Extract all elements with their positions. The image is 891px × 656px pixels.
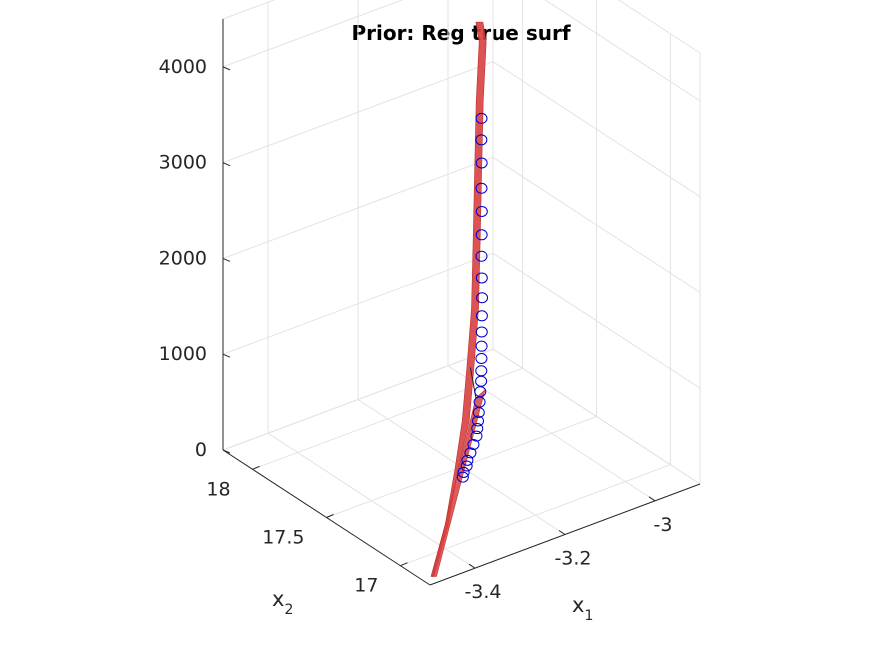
x2-tick-label: 18 — [206, 478, 230, 500]
z-tick-mark — [222, 162, 231, 167]
x2-tick-label: 17.5 — [262, 527, 304, 549]
data-point — [475, 310, 488, 322]
z-tick-mark — [222, 257, 231, 262]
marker-series — [456, 112, 489, 483]
data-point — [470, 430, 483, 442]
x2-tick-mark — [326, 514, 334, 518]
panel-edge — [222, 0, 276, 20]
x1-tick-mark — [468, 563, 476, 569]
z-tick-mark — [222, 66, 231, 71]
surface-sheet — [432, 389, 486, 577]
data-point — [460, 460, 473, 472]
data-point — [475, 352, 488, 364]
axes — [222, 19, 701, 586]
panel-edge — [617, 0, 701, 54]
grid-lines — [222, 0, 701, 569]
data-point — [467, 438, 480, 450]
data-point — [475, 272, 488, 284]
z-tick-mark — [222, 353, 231, 358]
data-point — [461, 454, 474, 466]
z-tick-label: 3000 — [159, 152, 207, 174]
wall-grid-z — [222, 61, 494, 164]
x2-tick-label: 17 — [354, 575, 378, 597]
x1-axis-label-sub: 1 — [584, 608, 593, 624]
data-point — [475, 340, 488, 352]
panel-edge — [492, 348, 701, 485]
wall-grid-z — [222, 0, 404, 68]
x1-axis-label-main: x — [572, 593, 584, 617]
x1-tick-label: -3.4 — [464, 581, 501, 603]
data-point — [475, 112, 488, 124]
wall-grid-z — [492, 61, 701, 198]
x1-tick-label: -3.2 — [554, 548, 591, 570]
data-point — [476, 292, 489, 304]
wall-grid-z — [222, 156, 494, 259]
data-point — [457, 466, 470, 478]
z-tick-label: 4000 — [159, 56, 207, 78]
z-tick-label: 0 — [195, 439, 207, 461]
x1-tick-mark — [558, 530, 566, 535]
data-point — [475, 182, 488, 194]
wall-grid-z — [492, 252, 701, 389]
data-point — [475, 157, 488, 169]
x1-tick-mark — [648, 496, 656, 502]
x2-tick-mark — [400, 562, 408, 567]
z-tick-label: 2000 — [159, 247, 207, 269]
wall-grid-z — [492, 157, 701, 293]
data-point — [475, 134, 488, 146]
x2-axis-label: x2 — [272, 587, 293, 618]
data-point — [475, 229, 488, 241]
data-point — [475, 250, 488, 262]
chart-title: Prior: Reg true surf — [351, 21, 570, 45]
x1-tick-label: -3 — [654, 514, 673, 536]
x2-axis-label-sub: 2 — [284, 602, 293, 618]
panel-edge — [222, 348, 494, 451]
z-tick-mark — [222, 449, 231, 454]
data-point — [472, 415, 485, 427]
z-tick-label: 1000 — [159, 343, 207, 365]
floor-grid-x2 — [400, 464, 671, 567]
x2-tick-mark — [252, 465, 260, 470]
x1-axis-label: x1 — [572, 593, 593, 624]
wall-grid-z — [222, 252, 494, 355]
x2-axis-label-main: x — [272, 587, 284, 611]
surface-blade — [430, 21, 487, 577]
floor-grid-x2 — [252, 367, 523, 470]
data-point — [475, 326, 488, 338]
tick-labels: -3.4 -3.2 -3 17 17.5 18 0 1000 2000 3000 4000 — [159, 56, 673, 603]
data-point — [456, 471, 469, 483]
data-point — [464, 447, 477, 459]
data-point — [475, 365, 488, 377]
data-point — [475, 205, 488, 217]
data-point — [471, 423, 484, 435]
data-point — [475, 375, 488, 387]
surface-series — [430, 21, 487, 577]
wall-grid-z — [544, 0, 701, 102]
